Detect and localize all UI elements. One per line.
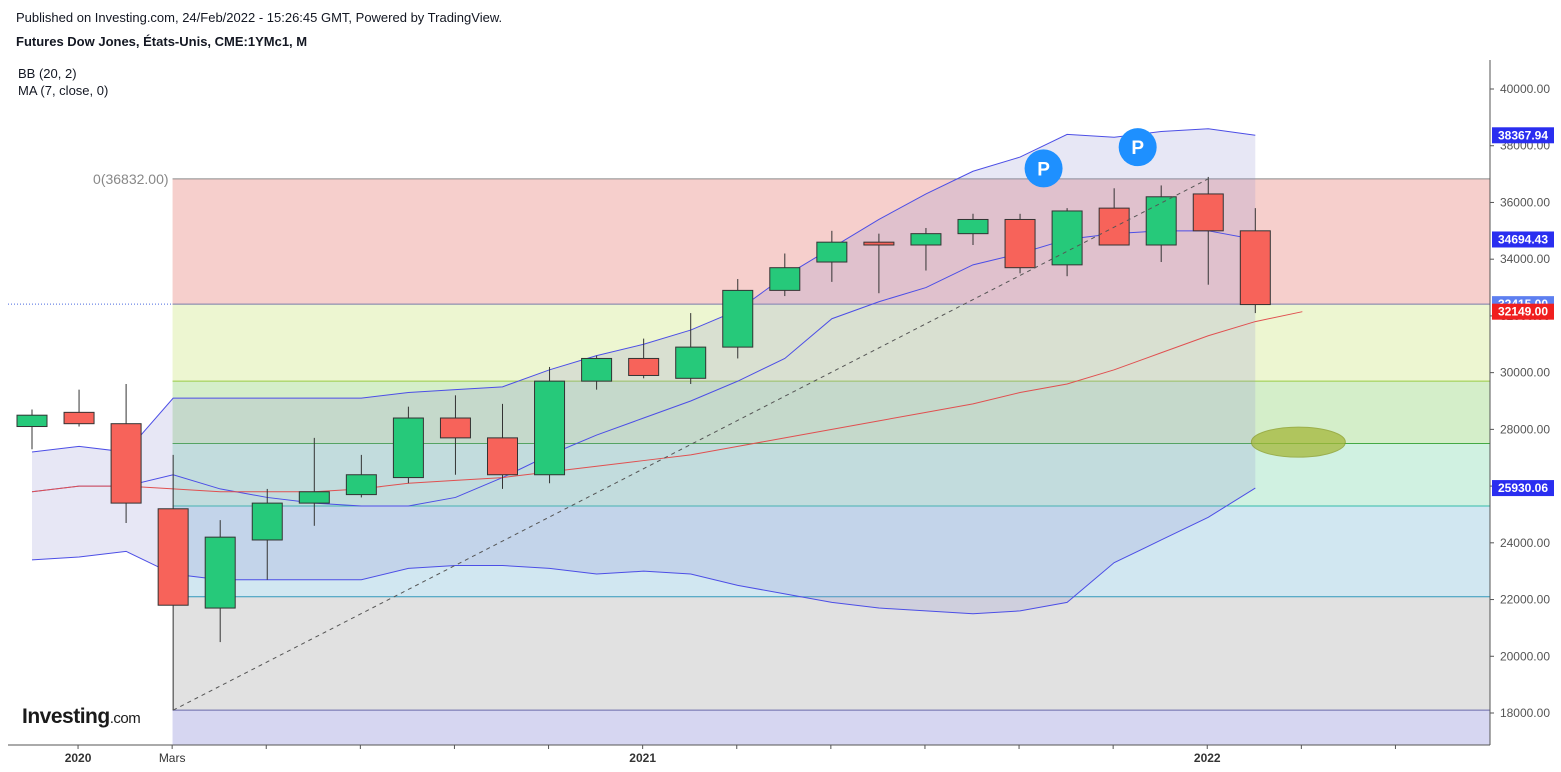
x-tick-label: 2020 — [65, 751, 92, 765]
pivot-marker-label: P — [1131, 138, 1144, 159]
y-tick-label: 34000.00 — [1500, 252, 1550, 266]
candle-body — [16, 414, 48, 428]
fib-zone — [172, 505, 1490, 597]
chart-title: Futures Dow Jones, États-Unis, CME:1YMc1… — [16, 34, 308, 49]
candle-body — [110, 423, 142, 504]
pivot-marker — [1118, 128, 1157, 167]
candle-body — [1192, 193, 1224, 232]
fib-zone — [172, 596, 1490, 711]
y-tick-label: 30000.00 — [1500, 366, 1550, 380]
price-tag — [1492, 127, 1554, 144]
pivot-marker-label: P — [1037, 159, 1050, 180]
candle-body — [675, 346, 707, 379]
investing-logo: Investing.com — [22, 705, 141, 728]
price-tag-label: 34694.43 — [1498, 232, 1548, 246]
ma-line — [31, 311, 1303, 493]
highlight-ellipse — [1250, 426, 1346, 458]
candle-body — [63, 411, 95, 425]
candle-body — [1098, 207, 1130, 246]
price-tag-label: 38367.94 — [1498, 128, 1548, 142]
candle-body — [1004, 218, 1036, 269]
candle-body — [1051, 210, 1083, 266]
fib-zone — [172, 304, 1490, 382]
indicator-bb-label[interactable]: BB (20, 2) — [18, 66, 77, 81]
y-tick-label: 20000.00 — [1500, 649, 1550, 663]
candle-body — [345, 474, 377, 496]
price-tag — [1492, 303, 1554, 320]
candle-body — [251, 502, 283, 541]
candle-body — [769, 267, 801, 291]
x-tick-label: 2022 — [1194, 751, 1221, 765]
fibonacci-zones: 0(36832.00) — [93, 171, 1490, 745]
candle-body — [816, 241, 848, 263]
fib-top-label: 0(36832.00) — [93, 171, 169, 187]
trendline — [172, 178, 1209, 711]
candle-body — [722, 289, 754, 348]
indicator-ma-label[interactable]: MA (7, close, 0) — [18, 83, 109, 98]
candle-body — [204, 536, 236, 609]
candle-body — [534, 380, 566, 476]
x-tick-label: 2021 — [629, 751, 656, 765]
y-tick-label: 28000.00 — [1500, 422, 1550, 436]
bb-lower-line — [31, 487, 1256, 615]
published-caption: Published on Investing.com, 24/Feb/2022 … — [16, 10, 503, 25]
candles — [16, 176, 1271, 711]
candle-body — [910, 233, 942, 246]
y-tick-label: 24000.00 — [1500, 536, 1550, 550]
candle-body — [1239, 230, 1271, 306]
candle-body — [581, 357, 613, 382]
price-tag-label: 32149.00 — [1498, 305, 1548, 319]
candle-body — [298, 491, 330, 504]
candle-body — [392, 417, 424, 479]
candle-body — [1145, 196, 1177, 246]
y-tick-label: 36000.00 — [1500, 195, 1550, 209]
fib-zone — [172, 710, 1490, 745]
x-tick-label: Mars — [159, 751, 186, 765]
y-tick-label: 18000.00 — [1500, 706, 1550, 720]
price-tag-label: 25930.06 — [1498, 481, 1548, 495]
candle-body — [439, 417, 471, 439]
axes: 18000.0020000.0022000.0024000.0026000.00… — [8, 60, 1554, 765]
candle-body — [487, 437, 518, 476]
annotations: PP — [8, 128, 1346, 711]
pivot-marker — [1024, 149, 1063, 188]
candle-body — [957, 218, 989, 235]
y-tick-label: 40000.00 — [1500, 82, 1550, 96]
price-tag — [1492, 480, 1554, 497]
candle-body — [628, 357, 660, 376]
price-tag — [1492, 231, 1554, 248]
candle-body — [157, 508, 189, 606]
candle-body — [863, 241, 895, 246]
y-tick-label: 22000.00 — [1500, 593, 1550, 607]
